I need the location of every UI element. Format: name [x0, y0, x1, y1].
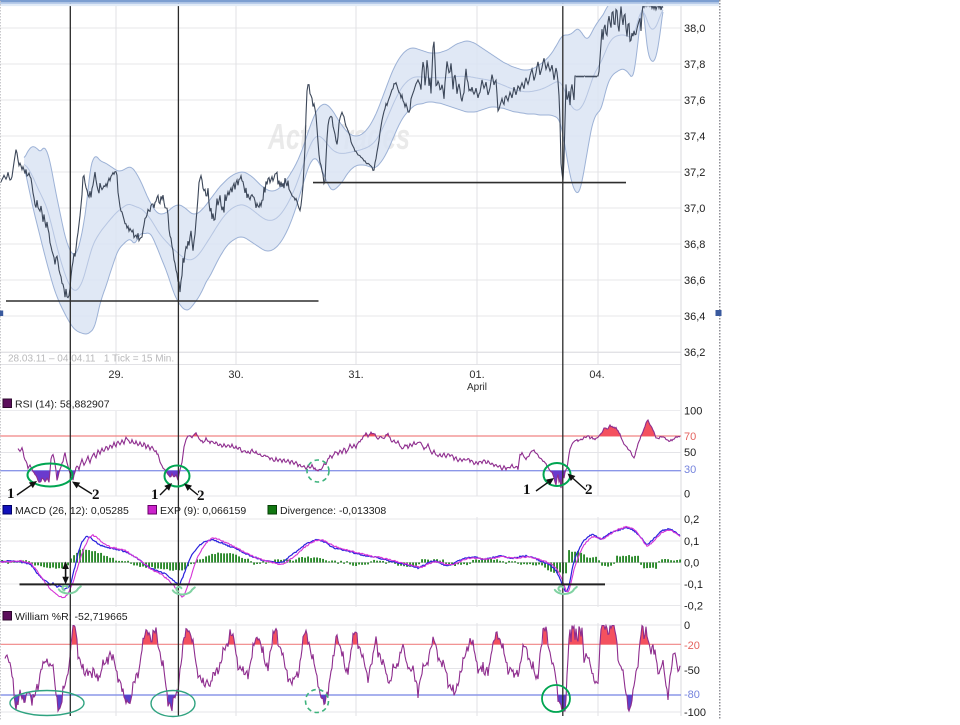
svg-text:50: 50 — [684, 447, 696, 459]
svg-text:37,2: 37,2 — [684, 167, 705, 179]
svg-text:37,4: 37,4 — [684, 131, 705, 143]
svg-text:April: April — [467, 382, 487, 393]
svg-text:-0,2: -0,2 — [684, 601, 703, 613]
svg-text:01.: 01. — [469, 369, 484, 381]
svg-text:36,2: 36,2 — [684, 347, 705, 359]
svg-text:37,6: 37,6 — [684, 95, 705, 107]
svg-text:0: 0 — [684, 489, 690, 501]
svg-text:William %R: -52,719665: William %R: -52,719665 — [15, 611, 128, 623]
svg-text:RSI (14): 58,882907: RSI (14): 58,882907 — [15, 399, 110, 411]
svg-text:2: 2 — [585, 482, 593, 498]
svg-text:29.: 29. — [108, 369, 123, 381]
svg-text:1: 1 — [151, 487, 159, 503]
svg-text:30.: 30. — [228, 369, 243, 381]
svg-text:0: 0 — [684, 620, 690, 632]
svg-text:2: 2 — [197, 488, 205, 504]
svg-text:-100: -100 — [684, 707, 706, 719]
svg-text:MACD (26, 12): 0,05285: MACD (26, 12): 0,05285 — [15, 505, 129, 517]
svg-text:37,0: 37,0 — [684, 203, 705, 215]
svg-text:36,6: 36,6 — [684, 275, 705, 287]
svg-text:31.: 31. — [348, 369, 363, 381]
svg-text:0,2: 0,2 — [684, 514, 699, 526]
svg-text:37,8: 37,8 — [684, 59, 705, 71]
svg-text:2: 2 — [92, 487, 100, 503]
svg-text:1: 1 — [523, 482, 531, 498]
svg-text:0,0: 0,0 — [684, 558, 699, 570]
svg-text:70: 70 — [684, 431, 696, 443]
svg-text:EXP (9): 0,066159: EXP (9): 0,066159 — [160, 505, 246, 517]
svg-text:04.: 04. — [589, 369, 604, 381]
svg-text:28.03.11 – 04.04.11 1 Tick =: 28.03.11 – 04.04.11 1 Tick = 15 Min. — [8, 354, 174, 365]
svg-text:-20: -20 — [684, 640, 700, 652]
svg-text:38,0: 38,0 — [684, 23, 705, 35]
svg-text:30: 30 — [684, 464, 696, 476]
svg-text:36,8: 36,8 — [684, 239, 705, 251]
svg-text:0,1: 0,1 — [684, 536, 699, 548]
svg-text:1: 1 — [7, 486, 15, 502]
svg-text:100: 100 — [684, 406, 702, 418]
svg-text:-0,1: -0,1 — [684, 579, 703, 591]
svg-text:36,4: 36,4 — [684, 311, 705, 323]
svg-text:-50: -50 — [684, 665, 700, 677]
svg-text:-80: -80 — [684, 689, 700, 701]
svg-text:Divergence: -0,013308: Divergence: -0,013308 — [280, 505, 386, 517]
